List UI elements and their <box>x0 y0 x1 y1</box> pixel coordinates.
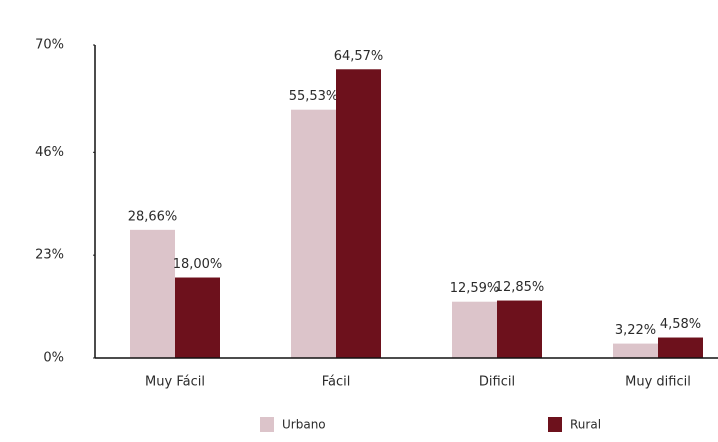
data-label: 28,66% <box>128 209 178 224</box>
data-label: 3,22% <box>615 323 656 338</box>
legend-swatch <box>548 417 562 432</box>
bar <box>497 300 542 358</box>
x-tick-label: Fácil <box>322 375 351 390</box>
data-label: 12,85% <box>495 280 545 295</box>
y-tick-label: 0% <box>43 351 64 366</box>
bar <box>613 343 658 358</box>
x-tick-label: Muy dificil <box>625 375 691 390</box>
bar <box>336 69 381 359</box>
data-label: 12,59% <box>450 281 500 296</box>
legend-label: Rural <box>570 418 601 432</box>
bar <box>130 229 175 358</box>
data-label: 64,57% <box>334 49 384 64</box>
legend-label: Urbano <box>282 418 326 432</box>
legend-swatch <box>260 417 274 432</box>
bar <box>658 337 703 358</box>
bar <box>175 277 220 358</box>
bar <box>291 109 336 358</box>
x-tick-label: Muy Fácil <box>145 375 205 390</box>
x-tick-label: Dificil <box>479 375 515 390</box>
bar <box>452 301 497 358</box>
y-tick-label: 46% <box>35 145 64 160</box>
data-label: 55,53% <box>289 89 339 104</box>
y-tick-label: 70% <box>35 38 64 53</box>
y-tick-label: 23% <box>35 248 64 263</box>
data-label: 4,58% <box>660 317 701 332</box>
data-label: 18,00% <box>173 257 223 272</box>
